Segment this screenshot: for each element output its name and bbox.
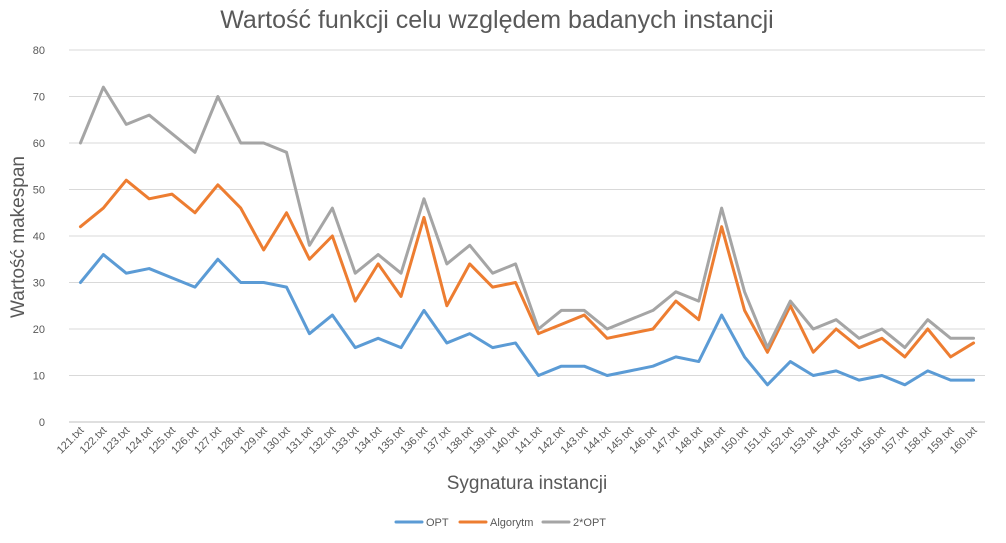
- y-tick-label: 10: [33, 371, 45, 383]
- legend: OPT Algorytm 2*OPT: [394, 517, 606, 529]
- y-tick-label: 60: [33, 138, 45, 150]
- x-axis-ticks: 121.txt122.txt123.txt124.txt125.txt126.t…: [55, 425, 980, 457]
- chart-title: Wartość funkcji celu względem badanych i…: [220, 6, 774, 34]
- y-tick-label: 80: [33, 45, 45, 57]
- series-line-algorytm: [78, 178, 976, 359]
- legend-label-2-opt: 2*OPT: [573, 517, 606, 529]
- legend-label-opt: OPT: [426, 517, 449, 529]
- series-line-2-opt: [78, 85, 976, 350]
- legend-label-algorytm: Algorytm: [490, 517, 533, 529]
- y-tick-label: 20: [33, 324, 45, 336]
- y-tick-label: 40: [33, 231, 45, 243]
- y-tick-label: 70: [33, 92, 45, 104]
- x-axis-label: Sygnatura instancji: [447, 473, 608, 494]
- y-tick-label: 50: [33, 185, 45, 197]
- gridlines: [69, 49, 985, 423]
- y-tick-label: 30: [33, 278, 45, 290]
- y-axis-ticks: 0 10 20 30 40 50 60 70 80: [33, 45, 45, 429]
- series-lines: [78, 85, 976, 387]
- y-axis-label: Wartość makespan: [8, 156, 29, 318]
- series-line-opt: [78, 253, 976, 387]
- y-tick-label: 0: [39, 417, 45, 429]
